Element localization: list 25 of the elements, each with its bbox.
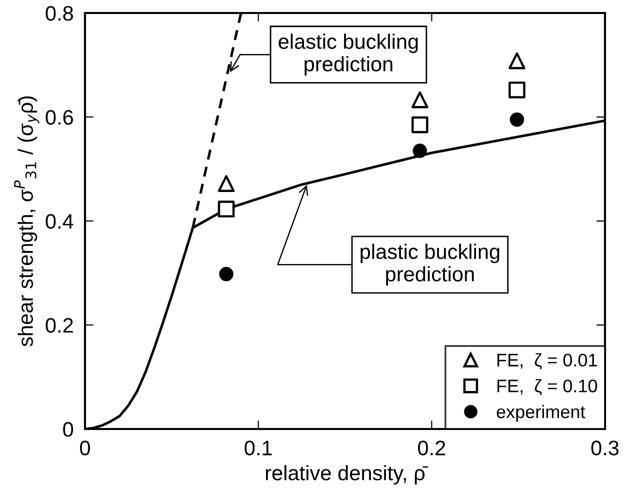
x-axis-title: relative density, ρ̄ (266, 465, 428, 485)
point (508, 82, 526, 98)
x-tick-label: 0.1 (244, 440, 272, 456)
y-tick-label: 0.4 (46, 214, 74, 229)
legend-label: experiment (496, 404, 586, 422)
y-tick-label: 0.6 (46, 110, 73, 125)
legend-label: FE, ζ = 0.01 (497, 353, 597, 370)
point (411, 116, 428, 134)
annotation: plastic buckling prediction (360, 244, 500, 286)
annotation: elastic buckling prediction (278, 34, 418, 76)
point (218, 200, 235, 218)
point (508, 52, 526, 70)
legend-label: FE, ζ = 0.10 (497, 379, 598, 396)
point (412, 144, 428, 158)
x-tick-label: 0.3 (591, 440, 619, 456)
point (218, 175, 235, 192)
point (411, 91, 428, 108)
x-tick-label: 0.2 (418, 440, 446, 456)
point (510, 112, 524, 127)
y-tick-label: 0 (63, 422, 74, 437)
y-tick-label: 0.2 (46, 318, 73, 333)
y-tick-label: 0.8 (46, 6, 73, 21)
y-axis-title: shear strength, σ$^{P}$$_{31}$ / (σ$_{y}$ρ̄) (14, 96, 40, 346)
x-tick-label: 0 (80, 440, 90, 456)
point (219, 266, 234, 282)
